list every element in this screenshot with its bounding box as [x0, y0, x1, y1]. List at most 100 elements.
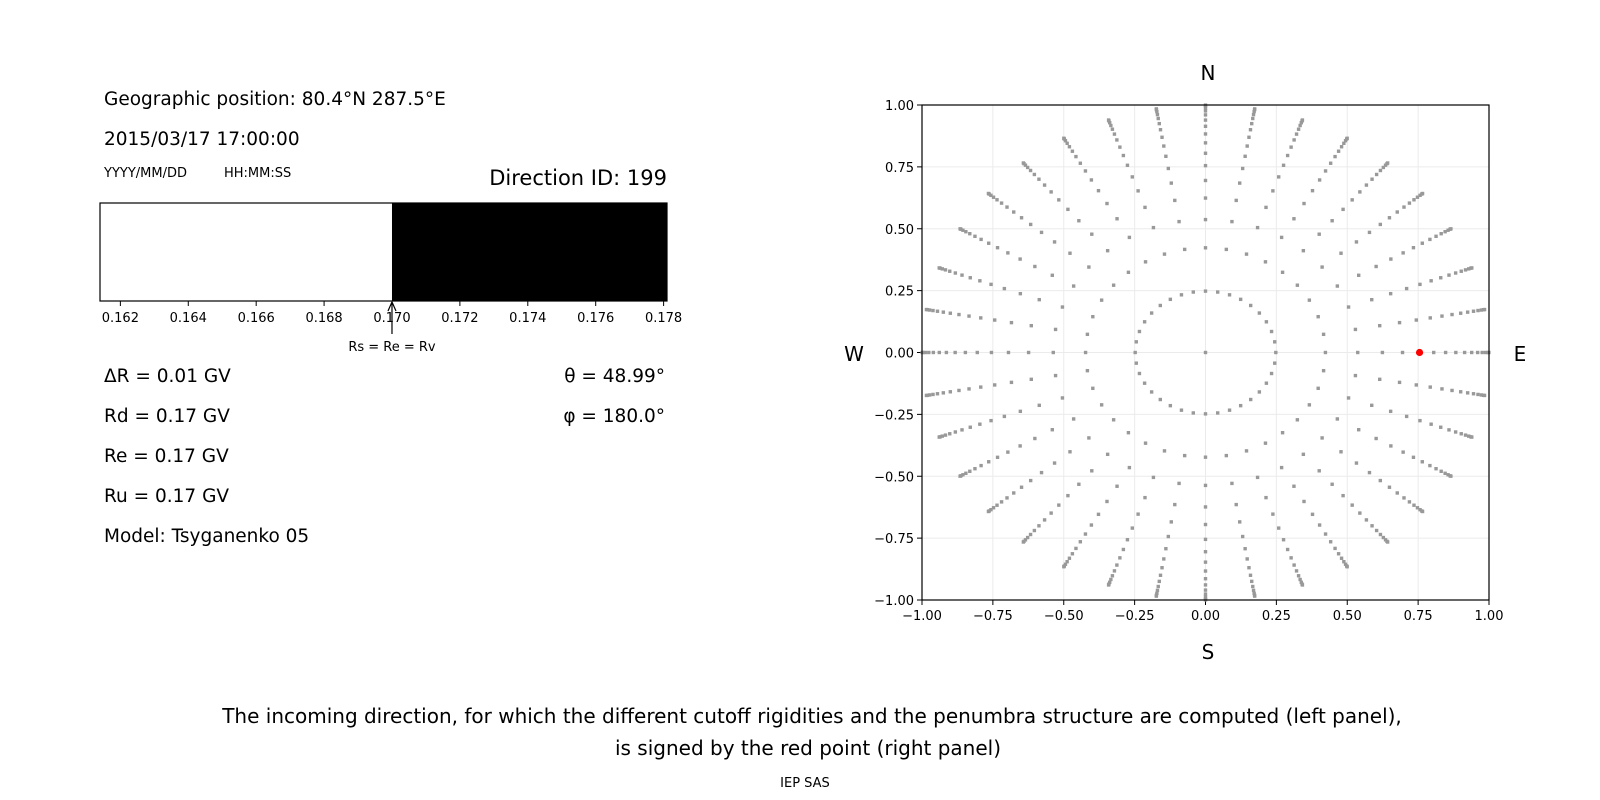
- north-label: N: [1201, 61, 1216, 85]
- scatter-point: [927, 308, 932, 312]
- scatter-point: [1453, 271, 1458, 275]
- scatter-point: [1428, 237, 1432, 242]
- scatter-point: [957, 388, 961, 393]
- scatter-point: [1479, 308, 1484, 312]
- scatter-point: [963, 350, 968, 355]
- rd-value: Rd = 0.17 GV: [104, 406, 230, 427]
- scatter-point: [968, 469, 972, 473]
- scatter-point: [1057, 198, 1061, 202]
- scatter-point: [1439, 232, 1443, 236]
- scatter-point: [1111, 283, 1116, 287]
- scatter-point: [1018, 444, 1022, 448]
- east-label: E: [1514, 342, 1527, 366]
- scatter-point: [960, 273, 964, 277]
- scatter-point: [1203, 537, 1208, 542]
- x-tick-label: 0.172: [441, 311, 478, 326]
- scatter-point: [1356, 350, 1360, 355]
- scatter-point: [991, 506, 996, 510]
- scatter-point: [1280, 430, 1285, 435]
- scatter-point: [1402, 205, 1406, 209]
- scatter-point: [935, 392, 940, 396]
- scatter-point: [1049, 511, 1053, 515]
- scatter-point: [1238, 297, 1243, 302]
- time-format: HH:MM:SS: [224, 166, 291, 181]
- scatter-point: [1483, 350, 1488, 355]
- scatter-point: [1057, 503, 1061, 507]
- scatter-point: [1429, 422, 1433, 426]
- scatter-point: [1301, 452, 1306, 457]
- direction-scatter-chart: −1.00−1.00 −0.75 −0.75 −0.50 −0.50 −0.25 −0.25…: [874, 99, 1503, 624]
- scatter-point: [1342, 559, 1346, 564]
- scatter-point: [1203, 592, 1208, 596]
- scatter-point: [1463, 268, 1468, 272]
- scatter-point: [1482, 307, 1487, 312]
- scatter-point: [1378, 478, 1383, 483]
- scatter-point: [1115, 138, 1119, 142]
- scatter-point: [1068, 251, 1072, 255]
- y-tick-label: 0.50: [885, 223, 914, 238]
- scatter-point: [1203, 106, 1208, 110]
- scatter-point: [941, 391, 946, 395]
- scatter-point: [1252, 109, 1256, 114]
- scatter-point: [1470, 266, 1474, 270]
- scatter-point: [1121, 547, 1126, 552]
- scatter-point: [1108, 580, 1112, 584]
- scatter-point: [1234, 502, 1238, 507]
- scatter-point: [1006, 350, 1011, 355]
- scatter-point: [1155, 588, 1160, 593]
- scatter-point: [964, 230, 968, 234]
- scatter-point: [989, 350, 994, 355]
- scatter-point: [1049, 190, 1053, 194]
- scatter-point: [1224, 453, 1229, 458]
- scatter-point: [1281, 538, 1286, 542]
- date-format: YYYY/MM/DD: [103, 166, 187, 181]
- x-tick-label: −1.00: [902, 609, 942, 624]
- scatter-point: [1467, 267, 1471, 271]
- scatter-point: [1264, 320, 1269, 324]
- x-tick-label: 0.174: [509, 311, 546, 326]
- scatter-point: [1105, 499, 1109, 504]
- scatter-point: [1328, 540, 1333, 544]
- theta-value: θ = 48.99°: [564, 366, 665, 387]
- scatter-point: [987, 241, 991, 245]
- scatter-point: [1060, 396, 1065, 400]
- scatter-point: [978, 422, 982, 426]
- scatter-point: [1063, 562, 1068, 566]
- scatter-point: [1271, 512, 1275, 516]
- scatter-point: [1310, 188, 1315, 193]
- scatter-point: [1083, 532, 1088, 536]
- scatter-point: [1336, 149, 1341, 153]
- scatter-point: [1158, 303, 1163, 308]
- scatter-point: [1154, 107, 1158, 111]
- scatter-point: [1292, 563, 1296, 567]
- scatter-point: [1071, 417, 1076, 421]
- scatter-point: [1203, 118, 1208, 122]
- scatter-point: [987, 460, 991, 464]
- scatter-point: [1025, 165, 1030, 170]
- scatter-point: [1166, 166, 1171, 171]
- scatter-point: [1402, 496, 1406, 500]
- highlight-point: [1415, 348, 1424, 357]
- scatter-point: [961, 473, 965, 477]
- scatter-point: [1154, 594, 1158, 598]
- scatter-point: [1238, 403, 1243, 408]
- scatter-point: [1296, 574, 1301, 578]
- scatter-point: [941, 310, 946, 314]
- scatter-point: [1077, 482, 1081, 486]
- scatter-point: [1320, 436, 1324, 440]
- scatter-point: [1374, 172, 1379, 177]
- scatter-point: [1388, 409, 1393, 414]
- scatter-point: [1378, 323, 1382, 328]
- scatter-point: [1012, 491, 1016, 495]
- scatter-point: [991, 195, 996, 199]
- scatter-point: [1091, 386, 1095, 391]
- scatter-point: [1415, 195, 1420, 199]
- scatter-point: [1203, 196, 1208, 200]
- scatter-point: [1053, 373, 1058, 378]
- scatter-point: [1106, 583, 1111, 587]
- scatter-point: [999, 201, 1004, 205]
- scatter-point: [1420, 509, 1425, 514]
- scatter-point: [1179, 293, 1184, 297]
- scatter-point: [1149, 390, 1154, 394]
- x-tick-label: 0.176: [577, 311, 614, 326]
